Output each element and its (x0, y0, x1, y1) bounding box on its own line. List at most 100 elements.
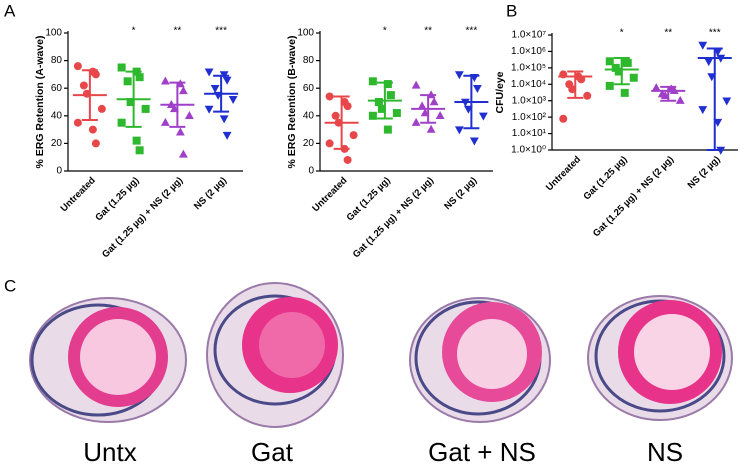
significance: *** (466, 26, 478, 37)
error-bar (169, 81, 186, 128)
error-bar (420, 94, 437, 124)
point (429, 97, 439, 106)
point (343, 102, 352, 111)
point (605, 81, 614, 90)
error-bar (125, 70, 142, 128)
point (614, 67, 623, 76)
panel-label: B (506, 1, 517, 20)
error-bar (613, 56, 630, 86)
x-tick-label: Gat (1.25 µg) (345, 175, 393, 223)
y-tick-label: 100 (45, 28, 62, 39)
point (126, 98, 135, 106)
point (160, 117, 170, 126)
y-tick-label: 1.0×10⁰ (511, 145, 546, 156)
point (204, 105, 214, 114)
point (704, 58, 714, 67)
point (368, 111, 377, 120)
point (91, 139, 100, 148)
x-tick-label: Gat (1.25 µg) + NS (2 µg) (100, 175, 185, 260)
point (675, 95, 685, 104)
point (417, 101, 427, 110)
point (204, 68, 214, 77)
significance: ** (424, 26, 432, 37)
error-bar (376, 81, 393, 120)
point (210, 85, 220, 93)
image-label: Gat (251, 437, 294, 467)
point (117, 118, 126, 127)
significance: ** (664, 28, 672, 39)
point (132, 136, 141, 145)
point (605, 57, 614, 66)
y-tick-label: 1.0×10⁵ (511, 62, 546, 73)
y-tick-label: 0 (56, 166, 62, 177)
significance: ** (173, 26, 181, 37)
x-tick-label: Untreated (59, 175, 98, 214)
point (698, 106, 708, 115)
point (178, 149, 188, 158)
point (343, 155, 352, 164)
point (454, 71, 464, 80)
x-tick-label: Untreated (544, 154, 583, 193)
point (472, 85, 482, 93)
point (219, 115, 229, 124)
point (435, 111, 445, 119)
point (583, 91, 592, 100)
significance: * (620, 28, 624, 39)
y-tick-label: 20 (303, 138, 315, 149)
y-tick-label: 40 (303, 110, 315, 121)
y-tick-label: 60 (303, 83, 315, 94)
y-tick-label: 20 (51, 138, 63, 149)
image-label: NS (647, 437, 683, 467)
significance: *** (709, 28, 721, 39)
point (651, 83, 661, 92)
point (383, 125, 392, 134)
panel-label: A (4, 1, 16, 20)
point (73, 62, 82, 71)
point (331, 111, 340, 120)
y-tick-label: 1.0×10⁴ (511, 79, 546, 90)
error-bar (660, 85, 677, 102)
point (374, 98, 383, 106)
x-tick-label: Gat (1.25 µg) + NS (2 µg) (591, 154, 676, 239)
point (392, 109, 401, 118)
y-tick-label: 1.0×10³ (512, 95, 547, 106)
histology-gat-ns (409, 297, 551, 423)
point (325, 92, 334, 101)
point (559, 114, 568, 123)
point (135, 146, 144, 155)
panel-label: C (4, 276, 16, 295)
image-label: Untx (83, 437, 136, 467)
point (97, 104, 106, 113)
point (698, 41, 708, 50)
point (629, 73, 638, 82)
point (184, 111, 194, 119)
significance: * (132, 26, 136, 37)
point (722, 97, 732, 106)
histology-ns (587, 295, 733, 421)
point (222, 76, 232, 85)
point (175, 127, 185, 136)
error-bar (213, 74, 230, 113)
significance: *** (215, 26, 227, 37)
y-tick-label: 1.0×10² (512, 112, 547, 123)
y-axis-label: % ERG Retention (B-wave) (286, 35, 298, 168)
error-bar (567, 70, 584, 99)
y-axis-label: % ERG Retention (A-wave) (34, 35, 46, 168)
point (426, 124, 436, 133)
y-tick-label: 1.0×10⁷ (512, 30, 547, 41)
point (411, 117, 421, 126)
histology-gat (206, 282, 344, 428)
y-tick-label: 0 (308, 166, 314, 177)
error-bar (706, 47, 723, 151)
point (88, 125, 97, 134)
point (469, 137, 479, 146)
x-tick-label: NS (2 µg) (192, 175, 229, 212)
significance: * (383, 26, 387, 37)
point (123, 77, 132, 86)
point (411, 80, 421, 89)
error-bar (81, 69, 98, 121)
histology-untx (29, 297, 187, 423)
error-bar (463, 74, 480, 130)
point (73, 118, 82, 127)
